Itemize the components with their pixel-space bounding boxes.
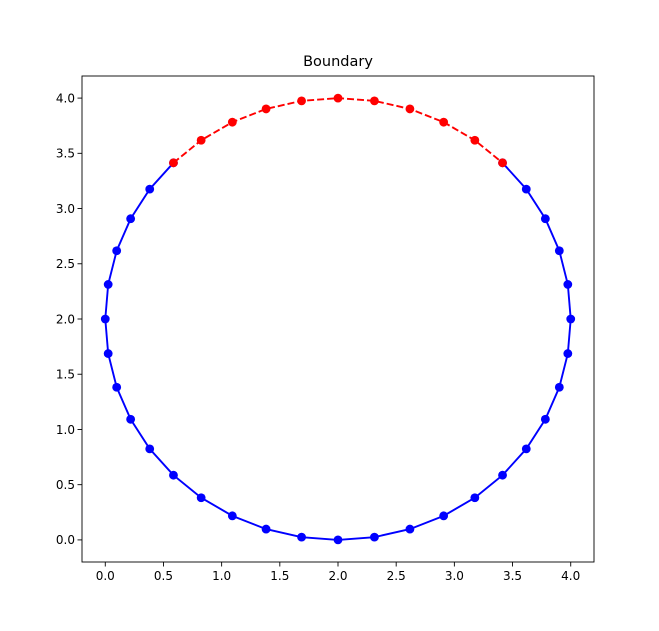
data-point bbox=[227, 117, 237, 127]
data-point bbox=[370, 532, 379, 542]
data-point bbox=[103, 349, 113, 358]
data-point bbox=[261, 104, 271, 114]
y-tick-label: 2.0 bbox=[56, 312, 75, 326]
y-tick-label: 2.5 bbox=[56, 257, 75, 271]
series-layer bbox=[100, 93, 576, 545]
y-tick-label: 3.5 bbox=[56, 147, 75, 161]
x-tick-label: 2.0 bbox=[328, 569, 347, 583]
data-point bbox=[498, 158, 507, 168]
data-point bbox=[227, 511, 237, 521]
data-point bbox=[261, 524, 271, 534]
data-point bbox=[540, 214, 550, 224]
data-point bbox=[370, 96, 379, 106]
data-point bbox=[145, 184, 155, 194]
boundary-dashed-series bbox=[169, 93, 507, 168]
data-point bbox=[521, 444, 531, 454]
data-point bbox=[566, 314, 576, 324]
data-point bbox=[169, 470, 178, 480]
chart-title: Boundary bbox=[303, 54, 373, 70]
data-point bbox=[169, 158, 178, 168]
data-point bbox=[126, 414, 136, 424]
data-point bbox=[333, 93, 343, 103]
data-point bbox=[554, 246, 564, 256]
data-point bbox=[439, 511, 449, 521]
data-point bbox=[126, 214, 136, 224]
data-point bbox=[405, 104, 415, 114]
data-point bbox=[100, 314, 110, 324]
y-tick-label: 3.0 bbox=[56, 202, 75, 216]
series-line bbox=[172, 97, 504, 164]
data-point bbox=[103, 280, 113, 289]
y-tick-label: 1.0 bbox=[56, 423, 75, 437]
data-point bbox=[470, 135, 480, 145]
y-tick-label: 4.0 bbox=[56, 91, 75, 105]
data-point bbox=[297, 532, 306, 542]
x-axis: 0.0 0.5 1.0 1.5 2.0 2.5 3.0 3.5 4.0 bbox=[96, 562, 580, 583]
x-tick-label: 1.0 bbox=[212, 569, 231, 583]
data-point bbox=[297, 96, 306, 106]
series-line bbox=[104, 162, 572, 541]
plot-area bbox=[81, 75, 595, 563]
y-axis: 0.0 0.5 1.0 1.5 2.0 2.5 3.0 3.5 4.0 bbox=[56, 91, 82, 547]
data-point bbox=[470, 493, 480, 503]
data-point bbox=[439, 117, 449, 127]
data-point bbox=[196, 135, 206, 145]
data-point bbox=[554, 382, 564, 392]
x-tick-label: 0.0 bbox=[96, 569, 115, 583]
y-tick-label: 0.0 bbox=[56, 533, 75, 547]
y-tick-label: 1.5 bbox=[56, 368, 75, 382]
x-tick-label: 3.0 bbox=[445, 569, 464, 583]
data-point bbox=[112, 382, 122, 392]
data-point bbox=[521, 184, 531, 194]
data-point bbox=[540, 414, 550, 424]
y-tick-label: 0.5 bbox=[56, 478, 75, 492]
x-tick-label: 3.5 bbox=[503, 569, 522, 583]
x-tick-label: 2.5 bbox=[387, 569, 406, 583]
data-point bbox=[333, 535, 343, 545]
data-point bbox=[563, 349, 573, 358]
data-point bbox=[405, 524, 415, 534]
data-point bbox=[563, 280, 573, 289]
data-point bbox=[498, 470, 507, 480]
data-point bbox=[145, 444, 155, 454]
data-point bbox=[112, 246, 122, 256]
x-tick-label: 1.5 bbox=[270, 569, 289, 583]
data-point bbox=[196, 493, 206, 503]
boundary-solid-series bbox=[100, 158, 576, 545]
x-tick-label: 0.5 bbox=[154, 569, 173, 583]
x-tick-label: 4.0 bbox=[561, 569, 580, 583]
